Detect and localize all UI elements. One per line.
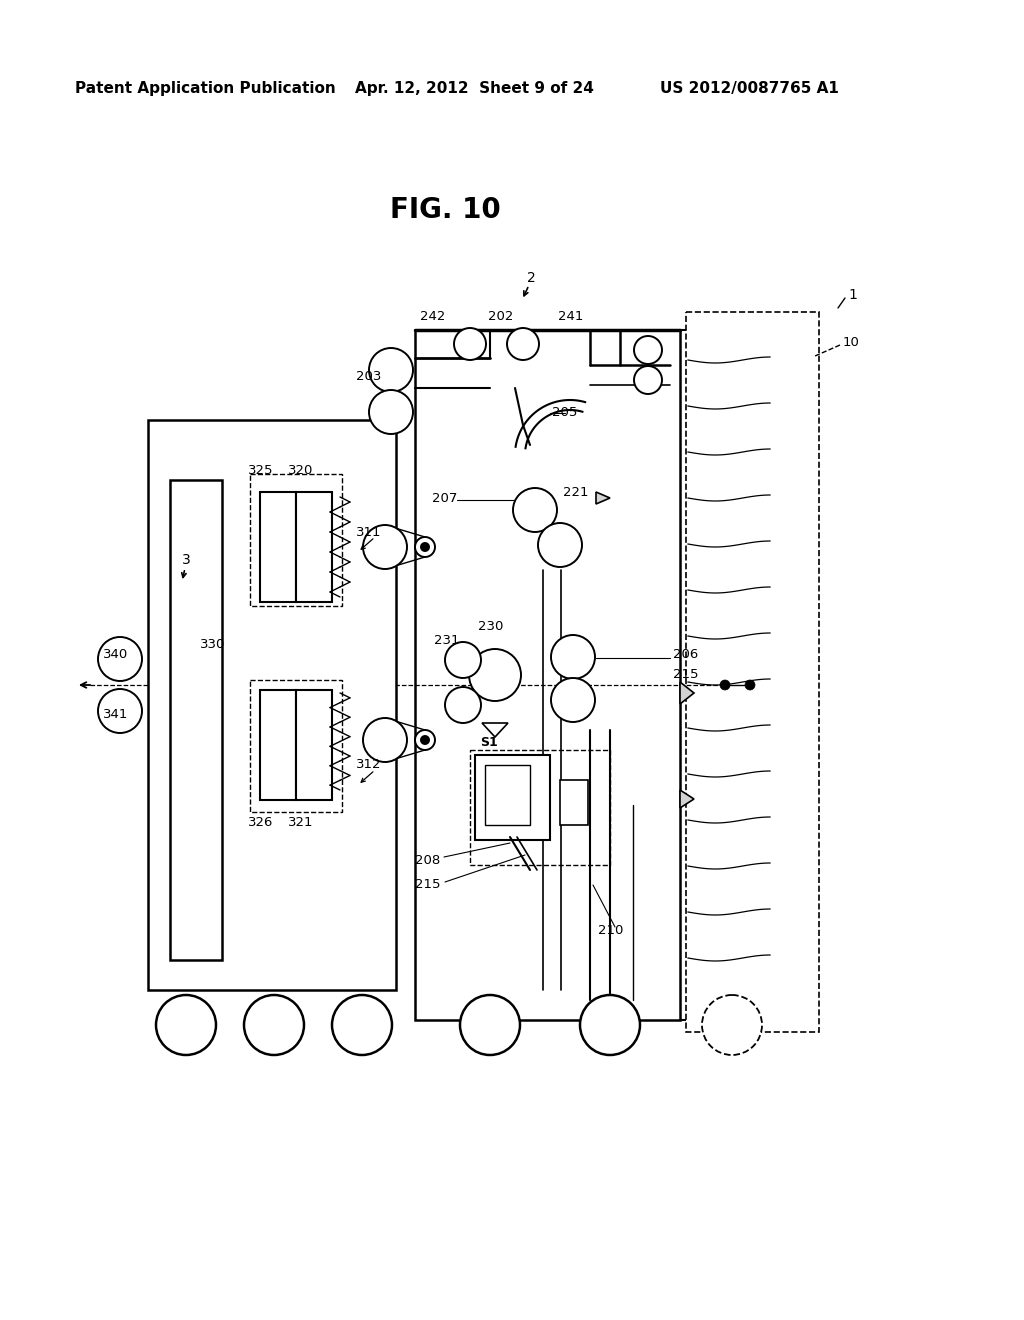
Text: 10: 10: [843, 337, 860, 350]
Bar: [560, 780, 588, 825]
Text: 215: 215: [415, 879, 440, 891]
Text: 203: 203: [356, 370, 381, 383]
Bar: [470, 750, 610, 865]
Text: FIG. 10: FIG. 10: [390, 195, 501, 224]
Circle shape: [445, 686, 481, 723]
Bar: [250, 680, 342, 812]
Bar: [170, 480, 222, 960]
Circle shape: [580, 995, 640, 1055]
Text: 206: 206: [673, 648, 698, 661]
Text: 242: 242: [420, 309, 445, 322]
Circle shape: [513, 488, 557, 532]
Circle shape: [98, 638, 142, 681]
Text: 326: 326: [248, 817, 273, 829]
Text: Patent Application Publication: Patent Application Publication: [75, 81, 336, 95]
Bar: [260, 492, 296, 602]
Text: 205: 205: [552, 405, 578, 418]
Circle shape: [745, 680, 755, 690]
Circle shape: [460, 995, 520, 1055]
Circle shape: [362, 525, 407, 569]
Bar: [686, 312, 819, 1032]
Circle shape: [551, 678, 595, 722]
Text: 311: 311: [356, 525, 382, 539]
Text: S1: S1: [480, 737, 498, 750]
Circle shape: [421, 737, 429, 744]
Text: 221: 221: [563, 486, 589, 499]
Circle shape: [415, 730, 435, 750]
Circle shape: [362, 718, 407, 762]
Text: 215: 215: [673, 668, 698, 681]
Polygon shape: [680, 789, 694, 808]
Bar: [296, 690, 332, 800]
Text: US 2012/0087765 A1: US 2012/0087765 A1: [660, 81, 839, 95]
Bar: [250, 474, 342, 606]
Bar: [148, 420, 396, 990]
Circle shape: [469, 649, 521, 701]
Circle shape: [369, 389, 413, 434]
Text: 3: 3: [182, 553, 190, 568]
Text: 320: 320: [288, 463, 313, 477]
Text: 202: 202: [488, 309, 513, 322]
Text: 312: 312: [356, 759, 382, 771]
Circle shape: [634, 366, 662, 393]
Bar: [475, 755, 550, 840]
Circle shape: [98, 689, 142, 733]
Circle shape: [415, 537, 435, 557]
Polygon shape: [596, 492, 610, 504]
Circle shape: [244, 995, 304, 1055]
Text: 330: 330: [200, 639, 225, 652]
Bar: [296, 492, 332, 602]
Circle shape: [332, 995, 392, 1055]
Text: 340: 340: [103, 648, 128, 661]
Circle shape: [702, 995, 762, 1055]
Circle shape: [156, 995, 216, 1055]
Text: 231: 231: [434, 634, 460, 647]
Text: 325: 325: [248, 463, 273, 477]
Circle shape: [720, 680, 730, 690]
Text: 230: 230: [478, 620, 504, 634]
Circle shape: [551, 635, 595, 678]
Text: 210: 210: [598, 924, 624, 936]
Text: 208: 208: [415, 854, 440, 866]
Bar: [415, 330, 680, 1020]
Circle shape: [634, 337, 662, 364]
Text: 1: 1: [848, 288, 857, 302]
Polygon shape: [680, 682, 694, 704]
Text: 207: 207: [432, 491, 458, 504]
Text: Apr. 12, 2012  Sheet 9 of 24: Apr. 12, 2012 Sheet 9 of 24: [355, 81, 594, 95]
Circle shape: [369, 348, 413, 392]
Text: 341: 341: [103, 709, 128, 722]
Circle shape: [454, 327, 486, 360]
Circle shape: [538, 523, 582, 568]
Bar: [260, 690, 296, 800]
Circle shape: [421, 543, 429, 550]
Bar: [485, 766, 530, 825]
Text: 2: 2: [527, 271, 536, 285]
Polygon shape: [482, 723, 508, 737]
Circle shape: [445, 642, 481, 678]
Bar: [680, 330, 783, 1020]
Text: 241: 241: [558, 309, 584, 322]
Text: 321: 321: [288, 817, 313, 829]
Circle shape: [507, 327, 539, 360]
